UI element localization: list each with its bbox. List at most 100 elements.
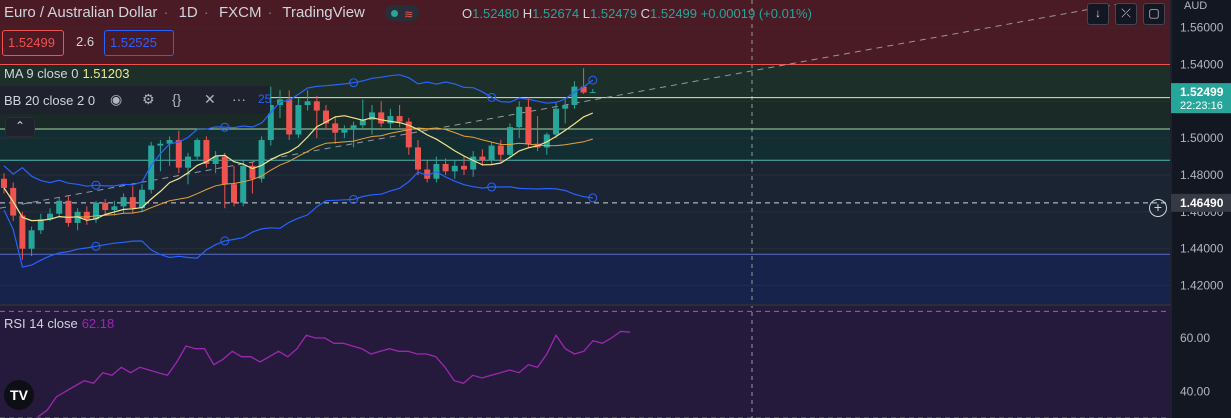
candle-64 xyxy=(589,92,596,94)
candle-24 xyxy=(221,156,228,185)
candle-29 xyxy=(267,105,274,141)
open-label: O xyxy=(462,6,473,21)
rsi-value: 62.18 xyxy=(81,316,115,331)
close-value: 1.52499 xyxy=(650,6,698,21)
close-label: C xyxy=(640,6,651,21)
candle-11 xyxy=(102,202,109,211)
candle-9 xyxy=(83,211,90,220)
data-source: TradingView xyxy=(282,4,365,21)
candle-23 xyxy=(212,156,219,164)
zone-4 xyxy=(0,160,1170,255)
candle-19 xyxy=(175,140,182,168)
candle-50 xyxy=(461,165,467,170)
candle-61 xyxy=(562,105,569,109)
price-tick-label-7: 1.56000 xyxy=(1180,21,1224,35)
more-icon[interactable]: ··· xyxy=(232,91,246,107)
zone-5 xyxy=(0,254,1170,304)
candle-18 xyxy=(166,140,173,144)
low-value: 1.52479 xyxy=(590,6,637,21)
tradingview-logo: TV xyxy=(4,380,34,410)
candle-43 xyxy=(396,116,403,122)
symbol-header[interactable]: Euro / Australian Dollar · 1D · FXCM · Trad… xyxy=(4,4,425,24)
eye-icon[interactable]: ◉ xyxy=(110,91,123,107)
price-axis[interactable]: 1.420001.440001.460001.480001.500001.520… xyxy=(1170,0,1231,418)
bollinger-bands xyxy=(3,74,598,268)
bb-marker-upper-4 xyxy=(588,75,598,85)
candle-35 xyxy=(323,110,329,124)
candle-44 xyxy=(405,121,412,148)
countdown-label: 22:23:16 xyxy=(1180,100,1223,112)
candle-53 xyxy=(488,145,495,161)
rsi-legend[interactable]: RSI 14 close 62.18 xyxy=(4,316,114,331)
add-alert-icon[interactable]: + xyxy=(1149,199,1167,217)
candle-26 xyxy=(240,165,247,203)
candle-3 xyxy=(28,230,35,249)
candle-52 xyxy=(479,156,486,161)
candle-21 xyxy=(194,140,201,157)
candle-14 xyxy=(129,197,136,209)
candle-46 xyxy=(424,169,431,179)
bb-marker-lower-2 xyxy=(349,195,359,205)
candle-28 xyxy=(258,140,265,179)
rsi-tick-label-0: 60.00 xyxy=(1180,331,1210,345)
bb-label: BB 20 close 2 0 xyxy=(4,93,96,108)
candle-38 xyxy=(350,125,357,129)
gear-icon[interactable]: ⚙ xyxy=(142,91,155,107)
price-zones xyxy=(0,0,1170,418)
collapse-icon: ⤫ xyxy=(1121,6,1131,20)
candle-59 xyxy=(543,134,550,148)
restore-pane-button[interactable]: ▢ xyxy=(1143,3,1165,25)
candle-48 xyxy=(442,163,449,172)
candle-37 xyxy=(341,128,348,133)
bb-marker-lower-0 xyxy=(91,241,101,251)
price-tick-label-3: 1.48000 xyxy=(1180,168,1224,182)
sell-button[interactable]: 1.52499 xyxy=(2,30,64,56)
symbol-name[interactable]: Euro / Australian Dollar xyxy=(4,4,158,21)
candle-40 xyxy=(369,112,375,120)
exchange: FXCM xyxy=(218,4,262,21)
candle-4 xyxy=(37,219,44,231)
candle-25 xyxy=(231,184,237,203)
move-down-button[interactable]: ↓ xyxy=(1087,3,1109,25)
bb-marker-upper-2 xyxy=(349,78,359,88)
rsi-line xyxy=(37,330,631,418)
candle-0 xyxy=(1,178,7,188)
market-status-toggle[interactable]: ≋ xyxy=(385,5,420,22)
rsi-background xyxy=(0,306,1170,418)
price-tick-label-6: 1.54000 xyxy=(1180,57,1224,71)
collapse-legend-button[interactable]: ⌃ xyxy=(5,117,35,137)
zone-3 xyxy=(0,128,1170,161)
candle-57 xyxy=(525,106,532,144)
candle-54 xyxy=(497,145,504,155)
candle-32 xyxy=(295,105,302,135)
candle-17 xyxy=(157,143,164,146)
candle-51 xyxy=(470,156,477,170)
candle-41 xyxy=(378,112,385,124)
candle-22 xyxy=(203,140,210,164)
last-price-tag xyxy=(1171,83,1231,114)
source-code-icon[interactable]: {} xyxy=(172,91,182,107)
bb-marker-lower-1 xyxy=(220,236,230,246)
ma-legend[interactable]: MA 9 close 0 1.51203 xyxy=(4,66,129,81)
price-tick-label-1: 1.44000 xyxy=(1180,242,1224,256)
arrow-down-icon: ↓ xyxy=(1095,6,1101,20)
market-open-icon xyxy=(391,10,399,18)
candle-45 xyxy=(415,147,421,170)
price-tick-label-0: 1.42000 xyxy=(1180,279,1224,293)
ohlc-readout: O1.52480 H1.52674 L1.52479 C1.52499 +0.0… xyxy=(462,6,812,21)
candle-10 xyxy=(93,202,99,220)
interval[interactable]: 1D xyxy=(178,4,198,21)
currency-label[interactable]: AUD xyxy=(1184,0,1208,12)
candle-20 xyxy=(185,156,191,168)
close-icon[interactable]: ✕ xyxy=(204,91,216,107)
candle-2 xyxy=(19,215,26,249)
candle-13 xyxy=(120,197,127,207)
bb-legend[interactable]: BB 20 close 2 0 ◉ ⚙ {} ✕ ··· xyxy=(0,86,270,114)
candle-33 xyxy=(304,101,311,106)
candle-5 xyxy=(47,213,53,220)
buy-button[interactable]: 1.52525 xyxy=(104,30,174,56)
bb-marker-upper-0 xyxy=(91,180,101,190)
maximize-pane-button[interactable]: ⤫ xyxy=(1115,3,1137,25)
